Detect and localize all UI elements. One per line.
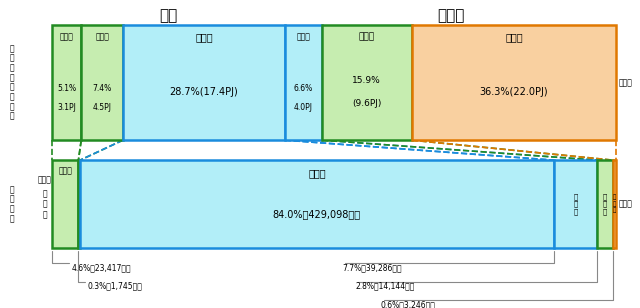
Text: 小規模: 小規模 [296,32,310,41]
Text: 小規模: 小規模 [195,32,212,42]
Text: エ
ネ
ル
ギ
ー
消
費
量: エ ネ ル ギ ー 消 費 量 [9,44,14,121]
Text: 中規模: 中規模 [359,32,375,41]
Text: 7.4%: 7.4% [92,84,112,93]
Text: 大
規
模: 大 規 模 [613,195,616,213]
Text: 大規模: 大規模 [619,200,633,209]
Text: 5.1%: 5.1% [58,84,76,93]
Text: 2.8%（14,144棟）: 2.8%（14,144棟） [355,282,415,291]
Bar [80,160,554,248]
Text: (9.6PJ): (9.6PJ) [352,99,381,108]
Text: 住宅: 住宅 [159,9,178,24]
Bar [285,25,322,140]
Text: 4.5PJ: 4.5PJ [93,103,111,112]
Text: 中規模: 中規模 [95,32,109,41]
Bar [81,25,123,140]
Bar [613,160,616,248]
Text: 大規模: 大規模 [58,166,72,175]
Text: 7.7%（39,286棟）: 7.7%（39,286棟） [342,263,402,272]
Bar [52,160,79,248]
Bar [79,160,80,248]
Text: 建築物: 建築物 [437,9,464,24]
Bar [322,25,412,140]
Text: 6.6%: 6.6% [294,84,313,93]
Text: 中
規
模: 中 規 模 [42,189,47,219]
Text: 4.0PJ: 4.0PJ [294,103,313,112]
Text: 大規模: 大規模 [505,32,523,42]
Bar [123,25,285,140]
Text: 小
規
模: 小 規 模 [573,193,577,215]
Text: 0.6%（3,246棟）: 0.6%（3,246棟） [381,300,436,308]
Text: 4.6%（23,417棟）: 4.6%（23,417棟） [72,263,131,272]
Text: 大規模: 大規模 [60,32,74,41]
Text: 36.3%(22.0PJ): 36.3%(22.0PJ) [479,87,548,97]
Text: 大規模: 大規模 [38,176,52,184]
Text: 大規模: 大規模 [619,78,633,87]
Text: 小規模: 小規模 [308,168,326,178]
Bar [412,25,616,140]
Text: 84.0%（429,098棟）: 84.0%（429,098棟） [273,209,361,220]
Bar [52,25,81,140]
Text: 着
工
棟
数: 着 工 棟 数 [9,185,14,223]
Bar [597,160,613,248]
Text: 15.9%: 15.9% [353,75,381,85]
Text: 3.1PJ: 3.1PJ [58,103,76,112]
Text: 0.3%（1,745棟）: 0.3%（1,745棟） [88,282,143,291]
Text: 中
規
模: 中 規 模 [603,193,607,215]
Bar [554,160,597,248]
Text: 28.7%(17.4PJ): 28.7%(17.4PJ) [170,87,238,97]
